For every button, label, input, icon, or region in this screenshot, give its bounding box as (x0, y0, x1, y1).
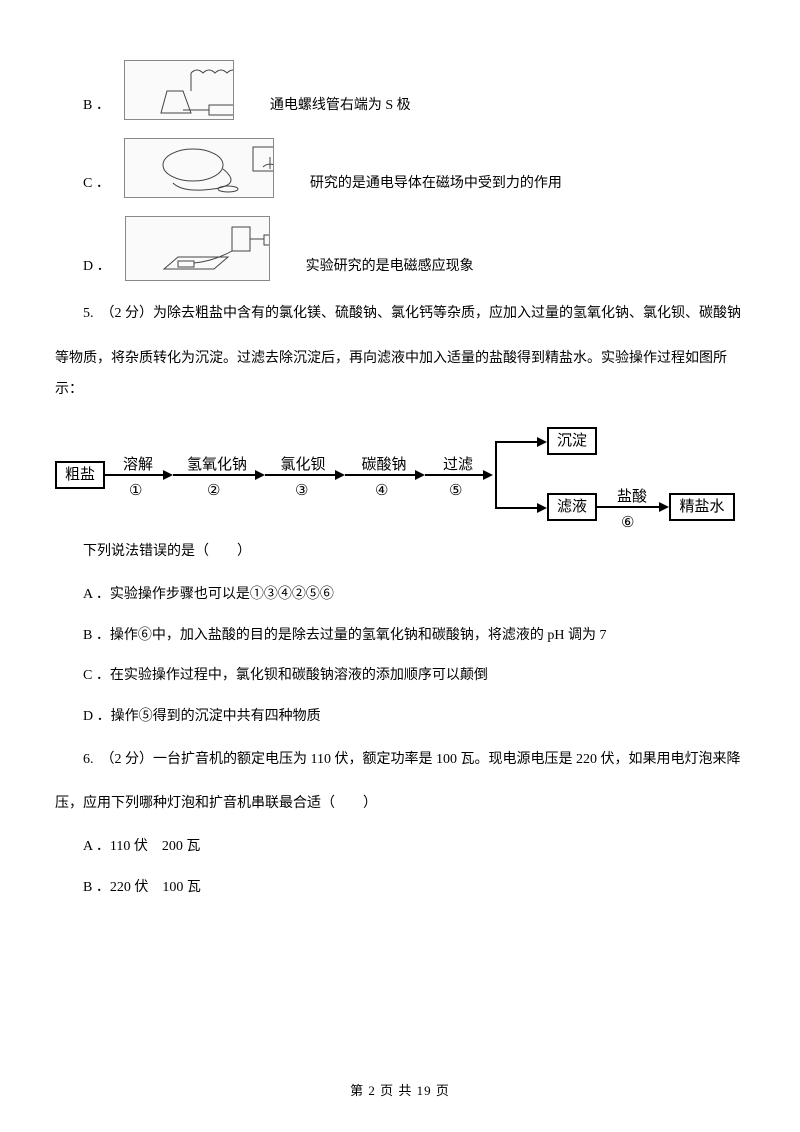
q5-choice-a: A ．实验操作步骤也可以是①③④②⑤⑥ (55, 582, 745, 609)
flow-box-start: 粗盐 (55, 461, 105, 489)
flow-step5-label: 过滤 (433, 451, 483, 480)
option-b-letter: B ． (55, 93, 110, 120)
q5-choice-c: C ．在实验操作过程中，氯化钡和碳酸钠溶液的添加顺序可以颠倒 (55, 663, 745, 690)
page-footer: 第 2 页 共 19 页 (0, 1079, 800, 1104)
flow-step3-label: 氯化钡 (269, 451, 337, 480)
option-c-figure (124, 138, 274, 198)
option-d-figure (125, 216, 270, 281)
q6-choice-b: B ．220 伏 100 瓦 (55, 875, 745, 902)
option-b-text: 通电螺线管右端为 S 极 (242, 93, 411, 120)
q5-flowchart: 粗盐 溶解 ① 氢氧化钠 ② 氯化钡 ③ 碳酸钠 ④ 过滤 ⑤ 沉淀 (55, 427, 745, 519)
flow-step1-num: ① (129, 477, 142, 506)
option-b: B ． 通电螺线管右端为 S 极 (55, 60, 745, 120)
flow-acid-label: 盐酸 (607, 483, 657, 512)
option-b-figure (124, 60, 234, 120)
q6-choice-a: A ．110 伏 200 瓦 (55, 834, 745, 861)
q5-lead: 下列说法错误的是（ ） (55, 537, 745, 568)
q5-choice-b: B ．操作⑥中，加入盐酸的目的是除去过量的氢氧化钠和碳酸钠，将滤液的 pH 调为… (55, 623, 745, 650)
flow-acid-num: ⑥ (621, 509, 634, 538)
flow-step2-num: ② (207, 477, 220, 506)
q5-stem-line1: 5. （2 分）为除去粗盐中含有的氯化镁、硫酸钠、氯化钙等杂质，应加入过量的氢氧… (55, 299, 745, 330)
option-c-text: 研究的是通电导体在磁场中受到力的作用 (282, 171, 562, 198)
option-d: D ． 实验研究的是电磁感应现象 (55, 216, 745, 281)
q5-stem-line2: 等物质，将杂质转化为沉淀。过滤去除沉淀后，再向滤液中加入适量的盐酸得到精盐水。实… (55, 344, 745, 406)
option-d-text: 实验研究的是电磁感应现象 (278, 254, 474, 281)
flow-step1-label: 溶解 (113, 451, 163, 480)
flow-step2-label: 氢氧化钠 (177, 451, 257, 480)
q6-stem-line1: 6. （2 分）一台扩音机的额定电压为 110 伏，额定功率是 100 瓦。现电… (55, 745, 745, 776)
flow-box-filtrate: 滤液 (547, 493, 597, 521)
q6-stem-line2: 压，应用下列哪种灯泡和扩音机串联最合适（ ） (55, 789, 745, 820)
flow-step5-num: ⑤ (449, 477, 462, 506)
flow-step4-num: ④ (375, 477, 388, 506)
flow-step3-num: ③ (295, 477, 308, 506)
option-c: C ． 研究的是通电导体在磁场中受到力的作用 (55, 138, 745, 198)
option-c-letter: C ． (55, 171, 110, 198)
option-d-letter: D ． (55, 254, 111, 281)
flow-box-end: 精盐水 (669, 493, 735, 521)
flow-box-precipitate: 沉淀 (547, 427, 597, 455)
q5-choice-d: D ．操作⑤得到的沉淀中共有四种物质 (55, 704, 745, 731)
flow-step4-label: 碳酸钠 (351, 451, 417, 480)
